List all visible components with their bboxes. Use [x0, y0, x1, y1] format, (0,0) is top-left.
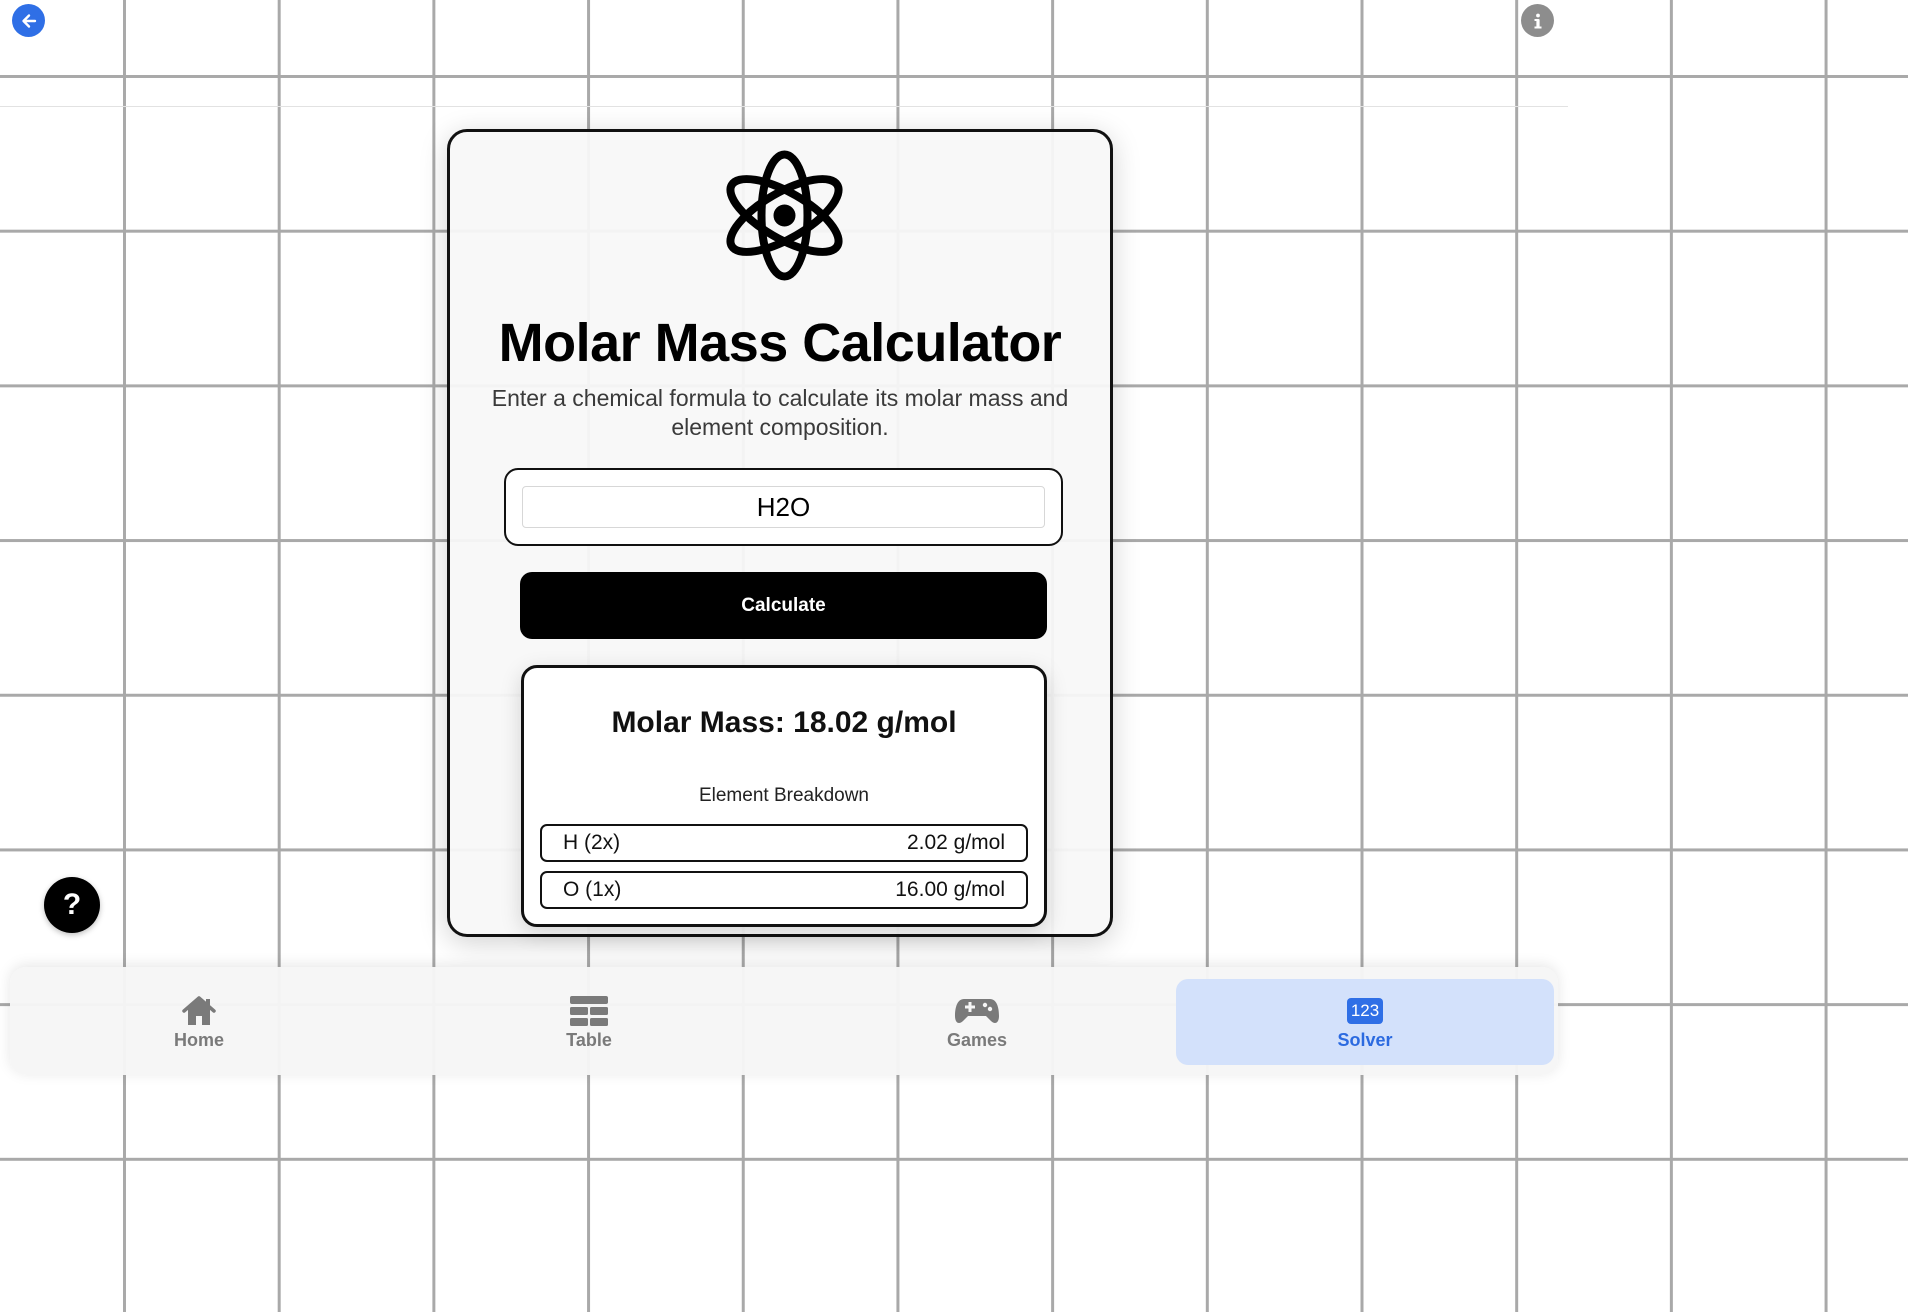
element-row: H (2x) 2.02 g/mol: [540, 824, 1028, 862]
help-button[interactable]: ?: [44, 877, 100, 933]
tab-home[interactable]: Home: [10, 979, 388, 1065]
gamepad-icon: [955, 998, 999, 1023]
element-mass: 2.02 g/mol: [906, 831, 1005, 854]
element-mass: 16.00 g/mol: [895, 878, 1005, 901]
question-mark-icon: ?: [62, 888, 82, 921]
table-icon: [570, 995, 608, 1026]
calculator-card: Molar Mass Calculator Enter a chemical f…: [447, 129, 1113, 937]
element-row: O (1x) 16.00 g/mol: [540, 871, 1028, 909]
tab-label: Home: [173, 1029, 224, 1050]
tab-label: Games: [946, 1029, 1008, 1050]
atom-icon: [726, 150, 843, 281]
123-icon: 123: [1347, 997, 1383, 1024]
info-icon: [1534, 13, 1541, 28]
tab-games[interactable]: Games: [788, 979, 1166, 1065]
info-button[interactable]: [1521, 4, 1554, 37]
page-subtitle: Enter a chemical formula to calculate it…: [491, 385, 1069, 440]
header-divider: [0, 106, 1568, 107]
tab-label: Solver: [1337, 1029, 1393, 1050]
result-card: Molar Mass: 18.02 g/mol Element Breakdow…: [521, 665, 1047, 927]
tab-table[interactable]: Table: [400, 979, 778, 1065]
formula-field: [504, 468, 1063, 546]
arrow-left-icon: [21, 13, 36, 28]
element-label: H (2x): [563, 831, 621, 854]
page-title: Molar Mass Calculator: [498, 313, 1062, 373]
molar-mass-result: Molar Mass: 18.02 g/mol: [611, 706, 957, 739]
home-icon: [182, 995, 216, 1025]
back-button[interactable]: [12, 4, 45, 37]
calculate-button[interactable]: Calculate: [520, 572, 1047, 639]
element-label: O (1x): [563, 878, 622, 901]
tab-label: Table: [566, 1029, 612, 1050]
formula-input[interactable]: [522, 486, 1045, 528]
element-breakdown-heading: Element Breakdown: [698, 785, 870, 806]
bottom-tab-bar: Home Table Games 123: [10, 967, 1558, 1075]
tab-solver[interactable]: 123 Solver: [1176, 979, 1554, 1065]
